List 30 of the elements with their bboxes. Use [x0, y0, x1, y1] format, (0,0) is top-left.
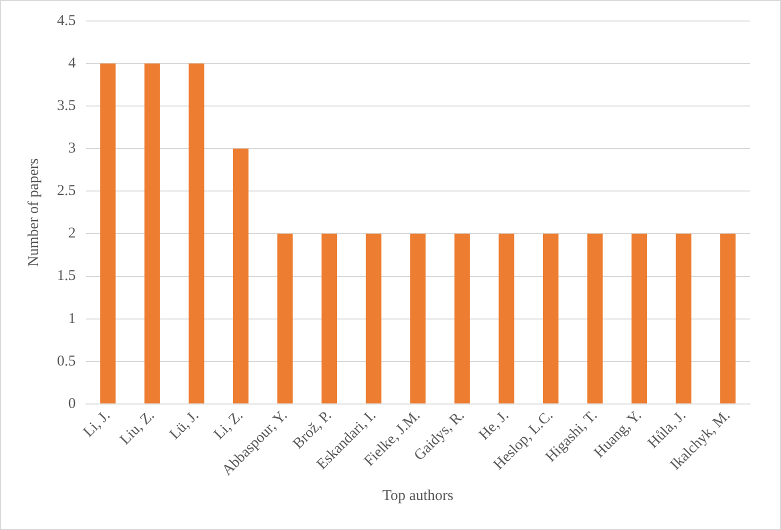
bar: [366, 234, 382, 404]
bar: [454, 234, 470, 404]
bar: [676, 234, 692, 404]
x-tick-label: Liu, Z.: [117, 408, 158, 448]
bar: [144, 64, 160, 404]
y-tick-label: 1: [68, 310, 76, 327]
bar: [587, 234, 603, 404]
y-tick-label: 1.5: [57, 268, 76, 284]
bar: [100, 64, 116, 404]
bar: [632, 234, 648, 404]
bar: [720, 234, 736, 404]
y-axis-title: Number of papers: [26, 158, 42, 267]
bar: [232, 148, 248, 404]
x-tick-label: Li, J.: [80, 408, 114, 440]
bar: [322, 234, 338, 404]
bar: [277, 234, 293, 404]
bar: [410, 234, 426, 404]
y-tick-label: 0: [68, 396, 76, 412]
x-axis-title: Top authors: [382, 488, 454, 504]
y-tick-label: 3.5: [57, 98, 76, 114]
y-tick-label: 0.5: [57, 353, 76, 370]
x-tick-label: Lü, J.: [166, 408, 202, 443]
y-tick-label: 4: [68, 55, 76, 72]
bar: [188, 64, 204, 404]
bar: [498, 234, 514, 404]
bar: [542, 234, 558, 404]
y-tick-label: 4.5: [57, 12, 76, 29]
y-tick-label: 2: [68, 226, 76, 242]
y-tick-label: 3: [68, 140, 76, 157]
y-tick-label: 2.5: [57, 183, 76, 200]
